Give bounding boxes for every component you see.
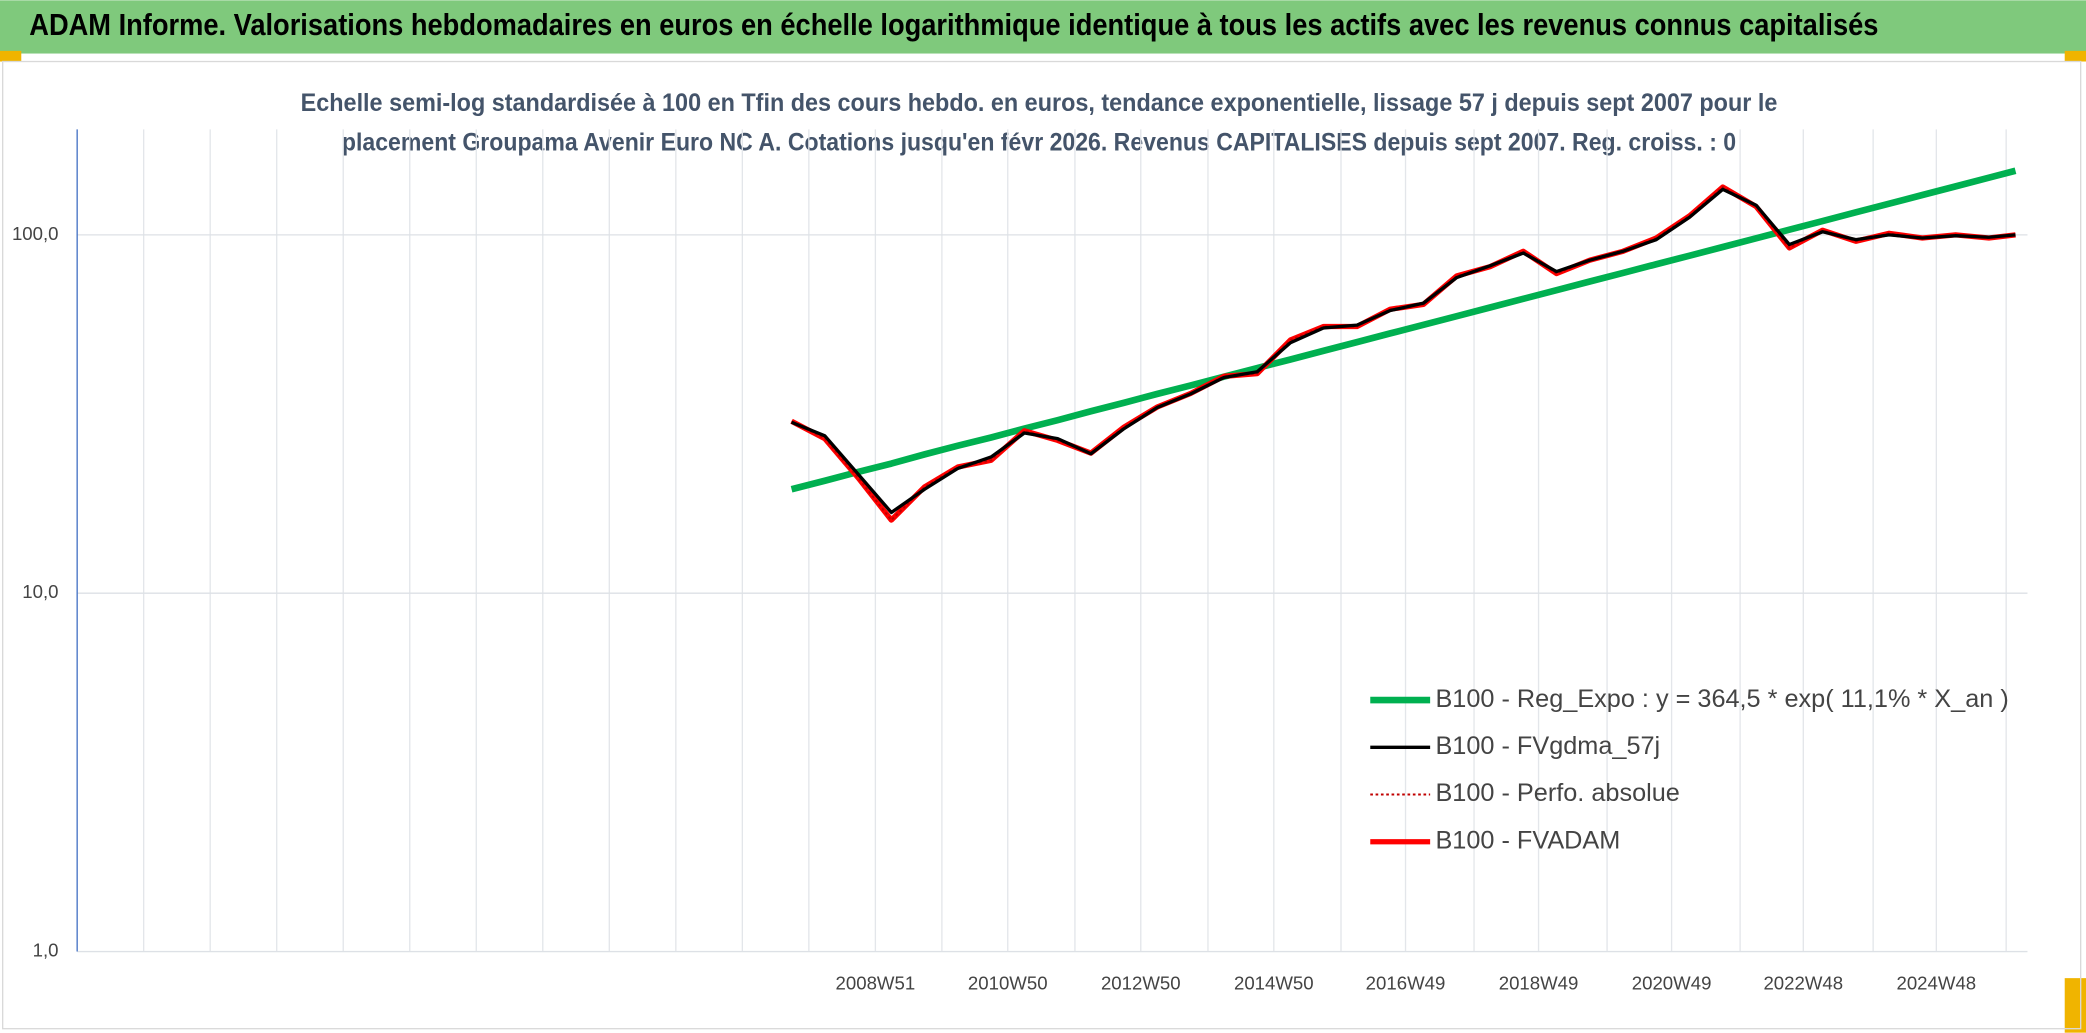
x-tick-label: 2014W50: [1234, 973, 1314, 994]
x-tick-label: 2020W49: [1632, 973, 1712, 994]
corner: [2064, 978, 2086, 1033]
x-tick-label: 2010W50: [968, 973, 1048, 994]
x-tick-label: 2024W48: [1896, 973, 1976, 994]
y-tick-label: 1,0: [33, 939, 59, 960]
chart-title: ADAM Informe. Valorisations hebdomadaire…: [29, 8, 1878, 42]
data-line: [790, 167, 2017, 493]
legend-label: B100 - FVADAM: [1435, 826, 1620, 854]
x-tick-label: 2022W48: [1763, 973, 1843, 994]
y-tick-label: 10,0: [22, 581, 58, 602]
data-line: [790, 187, 2016, 515]
x-tick-label: 2016W49: [1366, 973, 1446, 994]
title-bar: [0, 0, 2086, 54]
frame: [1, 60, 2082, 1030]
chart-subtitle: placement Groupama Avenir Euro NC A. Cot…: [342, 129, 1736, 157]
corner: [2064, 50, 2086, 62]
legend-label: B100 - Reg_Expo : y = 364,5 * exp( 11,1%…: [1435, 685, 2008, 713]
corner: [0, 50, 22, 62]
x-tick-label: 2012W50: [1101, 973, 1181, 994]
legend-label: B100 - Perfo. absolue: [1435, 779, 1679, 807]
chart-subtitle: Echelle semi-log standardisée à 100 en T…: [301, 89, 1778, 117]
y-tick-label: 100,0: [12, 223, 59, 244]
x-tick-label: 2018W49: [1499, 973, 1579, 994]
x-tick-label: 2008W51: [836, 973, 916, 994]
legend-label: B100 - FVgdma_57j: [1435, 732, 1660, 760]
